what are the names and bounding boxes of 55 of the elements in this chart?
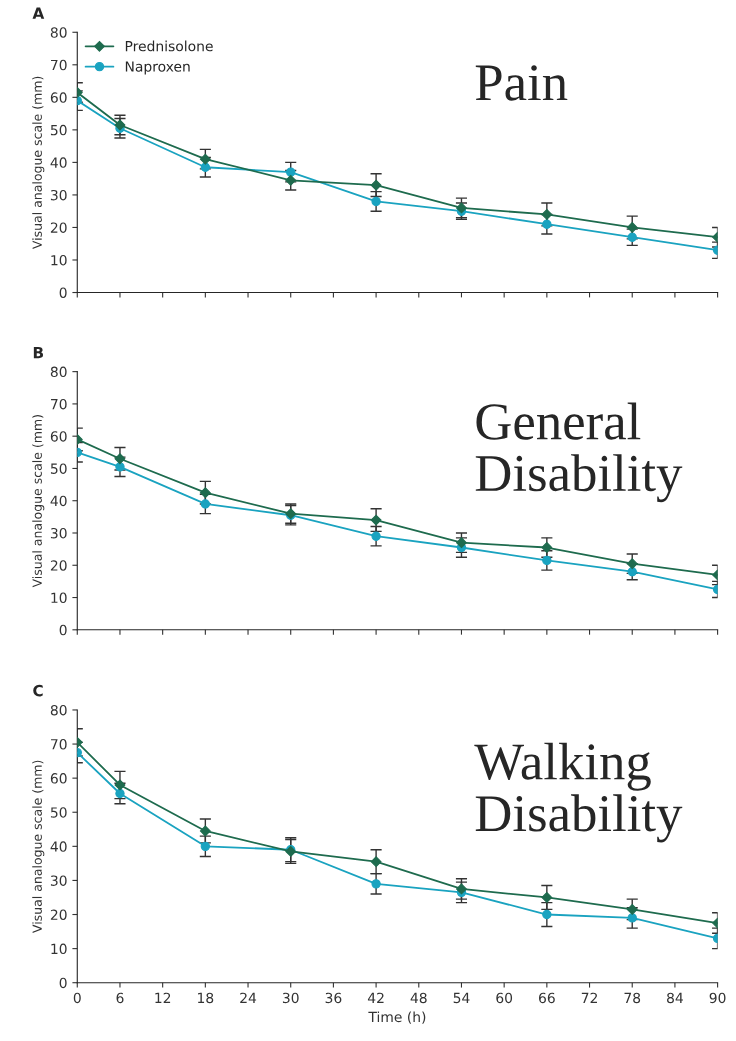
- y-axis-title: Visual analogue scale (mm): [32, 415, 45, 588]
- y-tick-label: 10: [51, 592, 67, 604]
- y-tick-label: 30: [50, 875, 67, 886]
- y-tick-label: 0: [59, 977, 67, 989]
- x-tick-label: 66: [538, 992, 555, 1004]
- y-tick-label: 60: [50, 773, 67, 784]
- x-tick-label: 0: [73, 992, 81, 1004]
- legend-label: Naproxen: [125, 61, 190, 75]
- y-tick-label: 0: [59, 624, 67, 636]
- x-tick-label: 78: [624, 992, 641, 1004]
- x-tick-label: 42: [367, 992, 384, 1003]
- y-tick-label: 80: [50, 366, 67, 378]
- x-tick-label: 48: [410, 992, 427, 1004]
- x-tick-label: 6: [116, 992, 124, 1004]
- chart-title: C: [33, 684, 43, 697]
- x-axis-title: Time (h): [368, 1011, 426, 1024]
- x-tick-label: 36: [325, 992, 342, 1004]
- x-tick-label: 12: [155, 992, 171, 1003]
- annotation: General Disability: [475, 402, 683, 503]
- y-tick-label: 60: [50, 92, 67, 103]
- legend-label: Prednisolone: [125, 40, 213, 52]
- y-tick-label: 10: [51, 254, 67, 266]
- y-tick-label: 80: [50, 27, 67, 38]
- x-tick-label: 90: [709, 992, 726, 1004]
- y-tick-label: 70: [51, 59, 67, 71]
- annotation: Pain: [475, 65, 568, 101]
- x-tick-label: 54: [453, 992, 470, 1004]
- y-tick-label: 70: [51, 398, 67, 410]
- y-tick-label: 60: [50, 431, 67, 442]
- y-tick-label: 20: [50, 560, 67, 571]
- y-tick-label: 10: [51, 943, 67, 955]
- y-tick-label: 50: [50, 124, 67, 136]
- y-tick-label: 0: [59, 287, 67, 298]
- y-tick-label: 70: [51, 739, 67, 750]
- y-tick-label: 40: [50, 495, 67, 507]
- y-tick-label: 40: [50, 841, 67, 852]
- x-tick-label: 84: [667, 992, 683, 1004]
- y-axis-title: Visual analogue scale (mm): [32, 760, 45, 933]
- x-tick-label: 72: [581, 992, 597, 1003]
- y-tick-label: 80: [50, 704, 67, 716]
- annotation: Walking Disability: [474, 742, 683, 843]
- y-tick-label: 50: [50, 463, 67, 474]
- x-tick-label: 18: [198, 992, 214, 1004]
- y-tick-label: 30: [50, 189, 67, 201]
- chart-title: A: [32, 7, 45, 19]
- y-tick-label: 30: [50, 527, 67, 539]
- x-tick-label: 60: [496, 992, 513, 1004]
- y-axis-title: Visual analogue scale (mm): [32, 76, 45, 250]
- y-tick-label: 20: [50, 222, 67, 233]
- x-tick-label: 24: [240, 992, 257, 1003]
- y-tick-label: 50: [50, 807, 67, 818]
- chart-title: B: [33, 347, 44, 359]
- x-tick-label: 30: [282, 992, 299, 1004]
- y-tick-label: 20: [50, 909, 67, 920]
- y-tick-label: 40: [50, 157, 67, 168]
